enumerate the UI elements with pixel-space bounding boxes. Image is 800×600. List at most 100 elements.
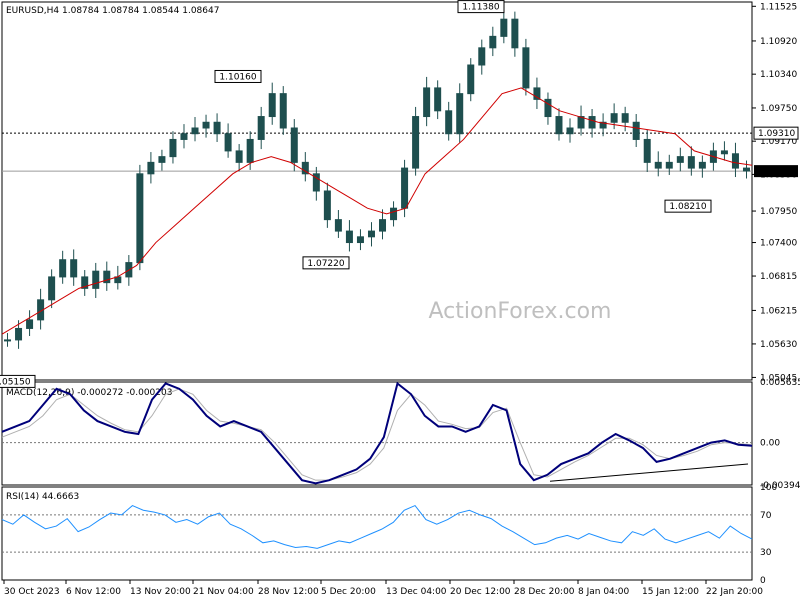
y-tick-label: 1.09750 <box>760 104 797 114</box>
y-tick-label: 1.11525 <box>760 2 797 12</box>
candle-body <box>401 167 409 209</box>
candle-body <box>511 18 519 49</box>
candle-body <box>434 87 442 112</box>
candle-body <box>676 156 684 163</box>
rsi-y-tick-label: 30 <box>760 548 772 558</box>
candle-body <box>4 339 12 342</box>
candle-body <box>323 190 331 221</box>
candle-body <box>356 236 364 244</box>
candle-body <box>26 319 34 329</box>
y-tick-label: 1.07950 <box>760 207 797 217</box>
candle-body <box>379 219 387 232</box>
candle-body <box>224 133 232 152</box>
candle-body <box>621 113 629 123</box>
candle-body <box>445 110 453 135</box>
price-annotation-label: 1.11380 <box>462 3 499 13</box>
candle-body <box>213 121 221 135</box>
y-tick-label: 1.07400 <box>760 239 797 249</box>
y-tick-label: 1.09170 <box>760 137 797 147</box>
candle-body <box>643 138 651 163</box>
y-tick-label: 1.05045 <box>760 373 797 383</box>
x-tick-label: 22 Jan 20:00 <box>706 587 763 597</box>
x-tick-label: 13 Dec 04:00 <box>386 587 447 597</box>
price-annotation-label: 1.05150 <box>0 377 31 387</box>
candle-body <box>632 121 640 140</box>
pane-frame <box>1 381 753 486</box>
candle-body <box>279 93 287 129</box>
candle-body <box>367 230 375 238</box>
candle-body <box>566 127 574 135</box>
candle-body <box>290 127 298 163</box>
candle-body <box>345 230 353 244</box>
rsi-y-tick-label: 0 <box>760 576 766 586</box>
candle-body <box>610 113 618 123</box>
candle-body <box>158 156 166 163</box>
level-price-tag <box>753 126 799 140</box>
candle-body <box>180 133 188 140</box>
price-annotation-label: 1.07220 <box>307 259 344 269</box>
price-annotation-box <box>664 199 712 213</box>
macd-y-tick-label: -0.003949 <box>760 481 800 491</box>
candle-body <box>312 173 320 192</box>
current-price-tag-label: 1.08647 <box>758 167 795 177</box>
candle-body <box>81 276 89 289</box>
candle-body <box>235 150 243 163</box>
macd-title: MACD(12,26,9) -0.000272 -0.000203 <box>6 388 172 398</box>
pane-frame <box>1 1 753 381</box>
x-tick-label: 28 Nov 12:00 <box>258 587 319 597</box>
candle-body <box>500 18 508 37</box>
candle-body <box>301 161 309 175</box>
x-tick-label: 6 Nov 12:00 <box>66 587 121 597</box>
price-annotation-label: 1.10160 <box>219 72 256 82</box>
macd-y-tick-label: 0.00 <box>760 439 780 449</box>
watermark-text: ActionForex.com <box>429 299 612 324</box>
candle-body <box>456 93 464 135</box>
candle-body <box>147 161 155 175</box>
candle-body <box>555 116 563 135</box>
symbol-timeframe: EURUSD,H4 <box>6 6 59 16</box>
candle-body <box>423 87 431 118</box>
candle-body <box>202 121 210 129</box>
x-tick-label: 30 Oct 2023 <box>4 587 60 597</box>
candle-body <box>15 327 23 341</box>
candle-body <box>533 87 541 100</box>
candle-body <box>467 64 475 95</box>
candle-body <box>698 161 706 169</box>
price-annotation-box <box>457 0 505 14</box>
candle-body <box>257 116 265 140</box>
candle-body <box>489 35 497 49</box>
rsi-y-tick-label: 100 <box>760 483 777 493</box>
candle-body <box>334 219 342 232</box>
x-tick-label: 5 Dec 20:00 <box>321 587 376 597</box>
price-annotation-label: 1.08210 <box>669 202 706 212</box>
candle-body <box>687 156 695 169</box>
x-tick-label: 21 Nov 04:00 <box>193 587 254 597</box>
candle-body <box>70 259 78 278</box>
y-tick-label: 1.06215 <box>760 306 797 316</box>
x-tick-label: 8 Jan 04:00 <box>578 587 630 597</box>
y-tick-label: 1.06815 <box>760 272 797 282</box>
x-tick-label: 28 Dec 20:00 <box>514 587 575 597</box>
price-annotation-box <box>302 256 350 270</box>
price-annotation-box <box>214 69 262 83</box>
pane-frame <box>1 486 753 581</box>
candle-body <box>169 138 177 158</box>
macd-trendline <box>549 463 749 482</box>
level-price-tag-label: 1.09310 <box>758 129 795 139</box>
candle-body <box>59 259 67 278</box>
candle-body <box>268 93 276 118</box>
candle-body <box>136 173 144 264</box>
candle-body <box>544 98 552 118</box>
rsi-y-tick-label: 70 <box>760 511 772 521</box>
x-tick-label: 15 Jan 12:00 <box>642 587 699 597</box>
candle-body <box>654 161 662 169</box>
candle-body <box>742 167 750 172</box>
candle-body <box>412 116 420 169</box>
candle-body <box>577 116 585 129</box>
candle-body <box>665 161 673 169</box>
ohlc-values: 1.08784 1.08784 1.08544 1.08647 <box>62 6 219 16</box>
y-tick-label: 1.05630 <box>760 340 797 350</box>
candle-body <box>390 207 398 221</box>
current-price-tag <box>754 165 798 178</box>
